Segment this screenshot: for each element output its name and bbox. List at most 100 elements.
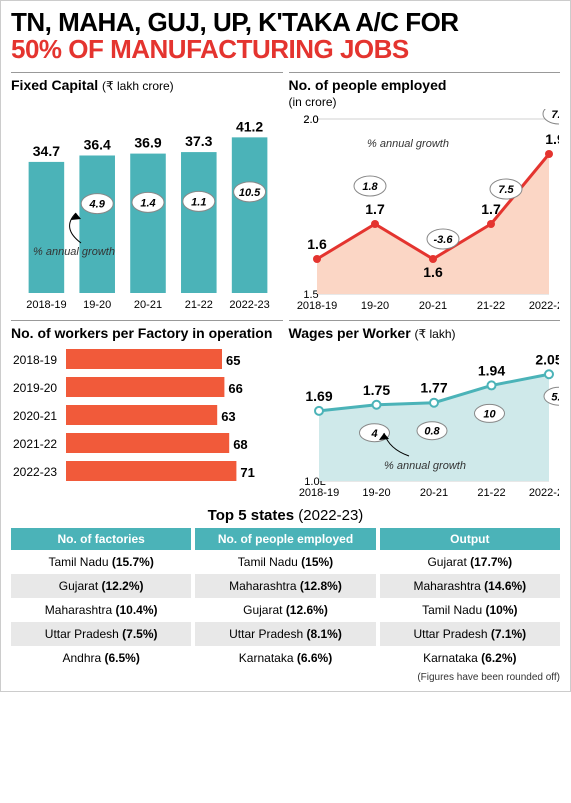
growth-value: 1.8 [362,181,378,193]
x-tick: 2018-19 [296,300,336,312]
states-row: Uttar Pradesh (8.1%) [195,622,375,646]
states-column: No. of factoriesTamil Nadu (15.7%)Gujara… [11,528,191,670]
hbar-value: 65 [226,353,240,368]
states-row: Tamil Nadu (15%) [195,550,375,574]
hbar-label: 2022-23 [13,465,57,479]
states-row: Gujarat (12.6%) [195,598,375,622]
point-value: 1.75 [362,381,389,397]
growth-value: 1.4 [140,197,155,209]
states-column: OutputGujarat (17.7%)Maharashtra (14.6%)… [380,528,560,670]
x-tick: 20-21 [134,299,162,311]
point-value: 1.6 [423,264,443,280]
growth-value: 5.5 [551,391,559,403]
hbar-label: 2019-20 [13,381,57,395]
charts-grid: Fixed Capital (₹ lakh crore) 34.7 2018-19… [11,72,560,501]
states-year: (2022-23) [298,507,363,524]
growth-label: % annual growth [33,246,115,258]
x-tick: 2022-23 [229,299,269,311]
states-row: Andhra (6.5%) [11,646,191,670]
bar [79,155,115,293]
x-tick: 2018-19 [26,299,66,311]
wages-panel: Wages per Worker (₹ lakh) 1.0L1.692018-1… [289,320,561,501]
wages-title-text: Wages per Worker [289,325,411,341]
fixed-capital-panel: Fixed Capital (₹ lakh crore) 34.7 2018-19… [11,72,283,314]
states-title-text: Top 5 states [208,507,294,524]
states-row: Uttar Pradesh (7.1%) [380,622,560,646]
states-table: No. of factoriesTamil Nadu (15.7%)Gujara… [11,528,560,670]
hbar-label: 2018-19 [13,353,57,367]
employed-panel: No. of people employed (in crore) 1.52.0… [289,72,561,314]
point [429,255,437,263]
x-tick: 21-22 [476,300,504,312]
point-value: 1.69 [305,387,332,403]
states-row: Maharashtra (12.8%) [195,574,375,598]
hbar-value: 68 [233,437,247,452]
states-row: Tamil Nadu (15.7%) [11,550,191,574]
hbar [66,349,222,369]
footnote: (Figures have been rounded off) [11,672,560,683]
x-tick: 20-21 [418,300,446,312]
states-row: Gujarat (17.7%) [380,550,560,574]
states-row: Karnataka (6.2%) [380,646,560,670]
point [430,398,438,406]
employed-chart: 1.52.02.01.62018-191.719-201.81.620-21-3… [289,109,559,314]
point [315,406,323,414]
x-tick: 19-20 [360,300,388,312]
emp-unit: (in crore) [289,95,337,109]
x-tick: 2022-23 [528,487,558,499]
headline-line2: 50% OF MANUFACTURING JOBS [11,36,560,63]
growth-value: 10 [483,408,496,420]
hbar-value: 71 [240,465,254,480]
bar [130,153,166,292]
growth-value: 10.5 [239,186,261,198]
states-row: Maharashtra (10.4%) [11,598,191,622]
states-row: Karnataka (6.6%) [195,646,375,670]
point-value: 1.7 [365,201,385,217]
growth-value: 1.1 [191,196,206,208]
point-value: 1.7 [481,201,501,217]
growth-value: 0.8 [424,425,440,437]
growth-value: 7.6 [551,109,559,121]
fc-title-text: Fixed Capital [11,77,98,93]
x-tick: 21-22 [477,487,505,499]
growth-label: % annual growth [367,138,449,150]
svg-text:2.0: 2.0 [303,114,318,126]
hbar [66,377,224,397]
x-tick: 19-20 [83,299,111,311]
bar-value: 34.7 [33,143,60,159]
states-header: No. of factories [11,528,191,550]
x-tick: 2022-23 [528,300,558,312]
x-tick: 19-20 [362,487,390,499]
point [371,220,379,228]
bar-value: 36.9 [134,134,161,150]
hbar [66,461,236,481]
growth-label: % annual growth [384,460,466,472]
point [372,400,380,408]
wages-title: Wages per Worker (₹ lakh) [289,325,561,341]
x-tick: 20-21 [419,487,447,499]
hbar [66,405,217,425]
headline-line1: TN, MAHA, GUJ, UP, K'TAKA A/C FOR [11,9,560,36]
point-value: 1.6 [307,236,327,252]
bar [29,162,65,293]
x-tick: 2018-19 [298,487,338,499]
workers-chart: 2018-19652019-20662020-21632021-22682022… [11,341,281,496]
states-row: Tamil Nadu (10%) [380,598,560,622]
states-column: No. of people employedTamil Nadu (15%)Ma… [195,528,375,670]
point [545,150,553,158]
bar-value: 37.3 [185,133,212,149]
states-row: Gujarat (12.2%) [11,574,191,598]
employed-title: No. of people employed (in crore) [289,77,561,109]
fc-unit: (₹ lakh crore) [102,79,174,93]
workers-panel: No. of workers per Factory in operation … [11,320,283,501]
hbar-label: 2020-21 [13,409,57,423]
growth-value: 4 [370,427,377,439]
bar-value: 36.4 [84,136,111,152]
hbar-value: 66 [228,381,242,396]
growth-value: 7.5 [498,184,514,196]
point-value: 1.77 [420,379,447,395]
point-value: 1.9 [545,131,559,147]
x-tick: 21-22 [185,299,213,311]
point [545,370,553,378]
states-header: Output [380,528,560,550]
